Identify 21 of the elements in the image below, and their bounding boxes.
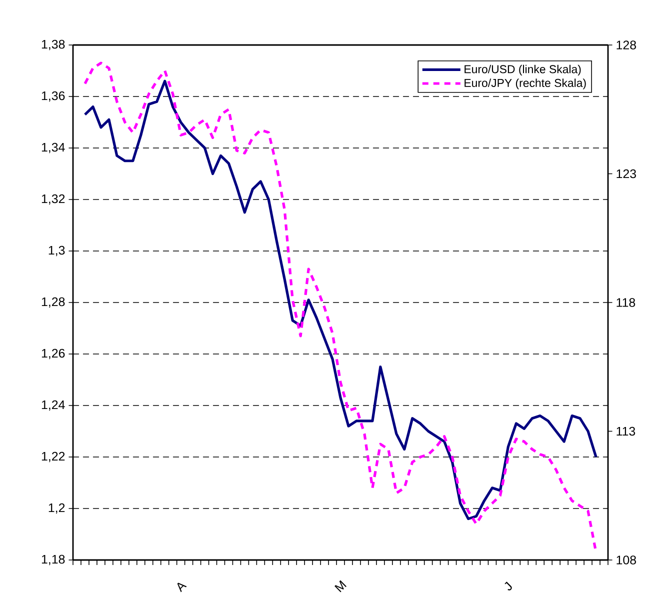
y2-tick-label: 118 [616, 298, 636, 307]
x-tick-label: M [334, 580, 346, 592]
y-tick-label: 1,38 [42, 40, 65, 50]
y-tick-label: 1,2 [48, 503, 65, 514]
y-tick-label: 1,26 [42, 348, 65, 360]
y2-tick-label: 128 [616, 40, 636, 50]
y-tick-label: 1,32 [42, 194, 65, 205]
y-tick-label: 1,3 [48, 246, 65, 256]
y-tick-label: 1,18 [42, 554, 65, 566]
y2-tick-label: 108 [616, 556, 636, 564]
y-tick-label: 1,24 [42, 400, 65, 411]
legend-label: Euro/JPY (rechte Skala) [464, 78, 586, 90]
y2-tick-label: 123 [616, 169, 636, 178]
y-tick-label: 1,34 [42, 142, 65, 154]
x-tick-label: A [177, 582, 187, 592]
y2-tick-label: 113 [616, 426, 636, 436]
y-tick-label: 1,28 [42, 297, 65, 308]
y-tick-label: 1,36 [42, 91, 65, 102]
y-tick-label: 1,22 [42, 452, 65, 462]
x-tick-label: J [504, 582, 512, 590]
legend-label: Euro/USD (linke Skala) [464, 64, 581, 76]
